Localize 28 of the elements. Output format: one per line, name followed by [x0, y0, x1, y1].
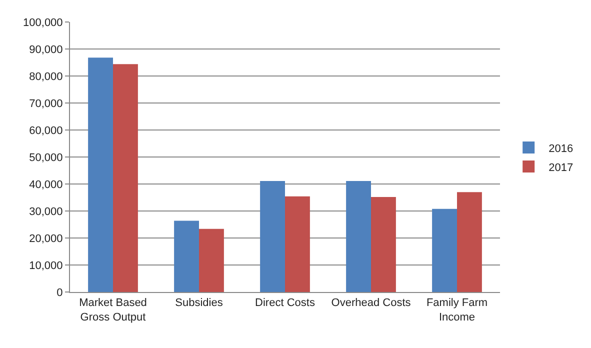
legend-label: 2016	[548, 142, 574, 155]
legend-label: 2017	[548, 162, 574, 174]
y-tick-label: 70,000	[29, 98, 63, 110]
bar	[88, 58, 113, 292]
bar	[113, 64, 138, 292]
x-tick-label: Family Farm Income	[426, 297, 488, 324]
y-tick-label: 100,000	[23, 16, 63, 29]
bar	[371, 196, 396, 292]
y-tick-label: 40,000	[29, 178, 63, 191]
x-tick-label: Overhead Costs	[331, 297, 412, 310]
x-tick-label: Direct Costs	[255, 297, 316, 310]
bar	[174, 220, 199, 292]
y-tick-label: 80,000	[29, 70, 63, 83]
x-tick-label: Subsidies	[175, 297, 224, 310]
y-tick-label: 10,000	[29, 260, 63, 272]
y-tick-label: 60,000	[29, 124, 63, 137]
x-tick-label: Market Based Gross Output	[79, 297, 147, 324]
y-tick-label: 0	[56, 286, 63, 299]
bar	[260, 181, 285, 292]
y-tick-label: 50,000	[29, 152, 63, 164]
bar	[285, 196, 310, 292]
y-tick-label: 30,000	[29, 206, 63, 218]
bar	[199, 228, 224, 292]
y-tick-label: 20,000	[29, 232, 63, 245]
bar	[432, 208, 457, 292]
bar	[346, 181, 371, 292]
y-tick-label: 90,000	[29, 44, 63, 56]
bar	[457, 192, 482, 292]
